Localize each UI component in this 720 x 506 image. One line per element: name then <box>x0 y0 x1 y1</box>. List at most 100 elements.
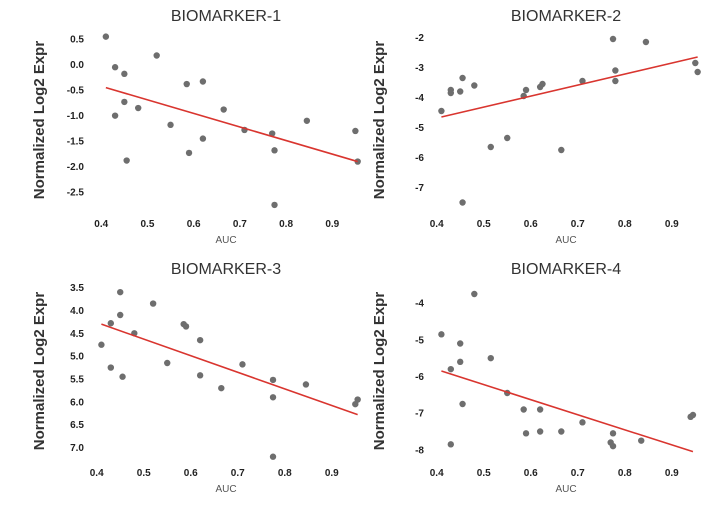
panel-4-y-tick-label: -6 <box>415 372 424 383</box>
panel-1-data-point <box>185 149 193 157</box>
panel-1-x-axis-label: AUC <box>215 235 236 246</box>
panel-1-data-point <box>123 157 130 164</box>
panel-4-data-point <box>471 290 478 298</box>
panel-1-data-point <box>167 121 174 129</box>
panel-3-y-tick-label: 6.0 <box>70 397 84 408</box>
panel-3-y-tick-label: 4.0 <box>70 306 84 317</box>
panel-4-data-point <box>689 411 697 419</box>
panel-2-x-tick-label: 0.6 <box>524 219 538 230</box>
panel-2-x-tick-label: 0.4 <box>430 219 444 230</box>
panel-4-data-point <box>536 428 544 435</box>
panel-2-title: BIOMARKER-2 <box>511 8 621 25</box>
panel-3-x-axis-label: AUC <box>215 484 236 495</box>
panel-1-data-point <box>183 80 190 88</box>
panel-1-x-tick-label: 0.7 <box>233 219 247 230</box>
panel-4-x-tick-label: 0.9 <box>665 468 679 479</box>
panel-3-data-point <box>239 361 246 368</box>
panel-3-data-point <box>354 396 361 403</box>
panel-1-y-tick-label: -1.0 <box>67 111 85 122</box>
panel-2-data-point <box>609 35 617 43</box>
panel-4-x-tick-label: 0.5 <box>477 468 491 479</box>
panel-1-data-point <box>220 106 227 113</box>
panel-2-data-point <box>487 143 494 151</box>
panel-3-data-point <box>269 376 277 384</box>
panel-1-y-tick-label: 0.5 <box>70 35 84 46</box>
panel-3-x-tick-label: 0.5 <box>137 468 151 479</box>
panel-4-x-tick-label: 0.7 <box>571 468 585 479</box>
panel-1-data-point <box>271 201 278 209</box>
panel-3-data-point <box>182 323 190 330</box>
panel-1-data-point <box>135 104 142 112</box>
panel-1-y-tick-label: -2.5 <box>67 188 85 199</box>
panel-2-data-point <box>471 82 478 89</box>
panel-2-trend-line <box>441 56 698 118</box>
panel-3-y-tick-label: 7.0 <box>70 443 84 454</box>
panel-4-x-tick-label: 0.4 <box>430 468 444 479</box>
panel-2-x-tick-label: 0.9 <box>665 219 679 230</box>
panel-3-data-point <box>269 453 277 460</box>
panel-4-data-point <box>579 419 586 426</box>
panel-1-title: BIOMARKER-1 <box>171 8 281 25</box>
panel-4-y-tick-label: -4 <box>415 299 424 310</box>
panel-3-y-tick-label: 5.0 <box>70 352 84 363</box>
panel-4-trend-line <box>441 370 694 453</box>
panel-2-data-point <box>504 134 511 142</box>
panel-2-data-point <box>694 68 701 76</box>
panel-4-x-tick-label: 0.8 <box>618 468 632 479</box>
panel-4-data-point <box>609 442 617 450</box>
panel-2-data-point <box>642 38 650 46</box>
panel-2-y-axis-label: Normalized Log2 Expr <box>371 41 388 200</box>
panel-3-data-point <box>269 394 277 401</box>
panel-2-x-tick-label: 0.8 <box>618 219 632 230</box>
panel-3-trend-line <box>101 323 358 416</box>
panel-2-data-point <box>612 77 619 85</box>
panel-1-y-tick-label: -0.5 <box>67 86 85 97</box>
panel-4-data-point <box>522 430 530 437</box>
panel-3-x-tick-label: 0.8 <box>278 468 292 479</box>
panel-3-data-point <box>164 359 171 367</box>
panel-2-data-point <box>579 77 586 85</box>
panel-1-data-point <box>199 78 207 85</box>
panel-4-y-tick-label: -5 <box>415 335 424 346</box>
panel-1-y-tick-label: -2.0 <box>67 162 85 173</box>
panel-3-data-point <box>149 300 157 307</box>
panel-2-x-tick-label: 0.7 <box>571 219 585 230</box>
panel-3-y-tick-label: 3.5 <box>70 283 84 294</box>
panel-1-x-tick-label: 0.5 <box>140 219 154 230</box>
panel-1-y-tick-label: 0.0 <box>70 60 84 71</box>
panel-3: BIOMARKER-3 Normalized Log2 Expr AUC 0.4 0.5… <box>31 261 361 495</box>
panel-1-trend-line <box>105 86 358 163</box>
panel-1-data-point <box>121 70 128 78</box>
panel-3-data-point <box>218 384 225 392</box>
panel-2-data-point <box>522 86 530 94</box>
panel-2: BIOMARKER-2 Normalized Log2 Expr AUC 0.4 0.5… <box>371 8 701 246</box>
panel-4-y-axis-label: Normalized Log2 Expr <box>371 292 388 451</box>
panel-4-data-point <box>457 340 464 347</box>
panel-3-x-tick-label: 0.9 <box>325 468 339 479</box>
panel-1-data-point <box>111 64 119 71</box>
panel-2-y-tick-label: -7 <box>415 183 424 194</box>
panel-2-data-point <box>539 80 546 88</box>
panel-3-x-tick-label: 0.6 <box>184 468 198 479</box>
panel-1-y-tick-label: -1.5 <box>67 137 85 148</box>
panel-1-data-point <box>271 147 278 154</box>
panel-4-x-axis-label: AUC <box>555 484 576 495</box>
panel-2-data-point <box>612 67 619 74</box>
panel-2-y-tick-label: -4 <box>415 93 424 104</box>
panel-4-data-point <box>638 437 645 444</box>
panel-2-data-point <box>447 89 455 97</box>
panel-1-x-tick-label: 0.4 <box>94 219 108 230</box>
panel-1-data-point <box>269 130 276 137</box>
panel-4-data-point <box>457 358 464 366</box>
panel-3-x-tick-label: 0.7 <box>231 468 245 479</box>
panel-4-data-point <box>520 406 527 413</box>
panel-1-x-tick-label: 0.9 <box>325 219 339 230</box>
panel-2-y-tick-label: -5 <box>415 123 424 134</box>
panel-2-x-axis-label: AUC <box>555 235 576 246</box>
panel-3-data-point <box>98 341 105 348</box>
panel-4-data-point <box>438 331 445 338</box>
panel-3-y-axis-label: Normalized Log2 Expr <box>31 292 48 451</box>
panel-3-y-tick-label: 6.5 <box>70 420 84 431</box>
panel-3-data-point <box>107 364 115 371</box>
